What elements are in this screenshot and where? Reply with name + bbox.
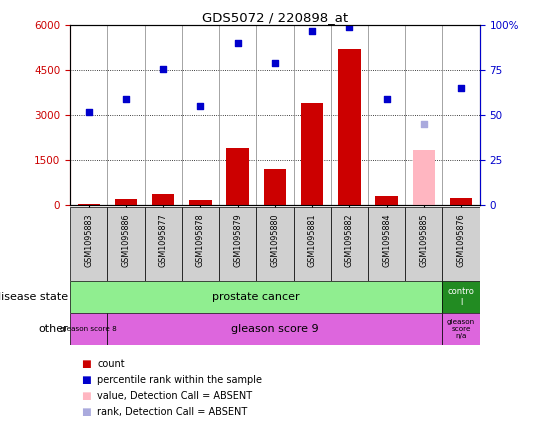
Point [122,96,130,102]
Bar [405,207,443,281]
Text: GSM1095879: GSM1095879 [233,213,242,267]
Text: ■: ■ [81,375,91,385]
Text: GSM1095882: GSM1095882 [345,213,354,267]
Text: GSM1095881: GSM1095881 [308,213,316,266]
Bar [264,169,286,205]
Text: rank, Detection Call = ABSENT: rank, Detection Call = ABSENT [97,407,247,418]
Bar [376,196,398,205]
Bar [331,207,368,281]
Bar [144,207,182,281]
Text: other: other [38,324,68,334]
Point [419,121,428,128]
Bar [182,207,219,281]
Point [457,85,465,92]
Bar [70,313,107,345]
Point [382,96,391,102]
Text: gleason score 8: gleason score 8 [60,326,117,332]
Bar [443,281,480,313]
Bar [301,103,323,205]
Text: ■: ■ [81,391,91,401]
Point [196,103,205,110]
Bar [368,207,405,281]
Bar [152,194,174,205]
Point [271,60,279,66]
Bar [219,207,256,281]
Text: GSM1095877: GSM1095877 [158,213,168,267]
Bar [338,49,361,205]
Text: value, Detection Call = ABSENT: value, Detection Call = ABSENT [97,391,252,401]
Bar [107,207,144,281]
Bar [115,198,137,205]
Bar [450,198,472,205]
Bar [294,207,331,281]
Bar [443,207,480,281]
Text: contro
l: contro l [448,288,474,307]
Bar [189,201,212,205]
Text: GSM1095880: GSM1095880 [271,213,279,266]
Text: gleason score 9: gleason score 9 [231,324,319,334]
Title: GDS5072 / 220898_at: GDS5072 / 220898_at [202,11,348,24]
Text: GSM1095883: GSM1095883 [84,213,93,266]
Bar [256,207,294,281]
Bar [413,150,435,205]
Text: ■: ■ [81,407,91,418]
Text: GSM1095876: GSM1095876 [457,213,466,267]
Text: GSM1095878: GSM1095878 [196,213,205,267]
Bar [107,313,443,345]
Bar [443,313,480,345]
Bar [70,207,107,281]
Bar [226,148,249,205]
Text: GSM1095885: GSM1095885 [419,213,429,267]
Text: GSM1095884: GSM1095884 [382,213,391,266]
Point [85,108,93,115]
Text: prostate cancer: prostate cancer [212,292,300,302]
Point [159,65,168,72]
Text: gleason
score
n/a: gleason score n/a [447,319,475,339]
Text: disease state: disease state [0,292,68,302]
Bar [78,203,100,205]
Point [345,24,354,30]
Text: ■: ■ [81,359,91,369]
Point [308,27,316,34]
Text: count: count [97,359,125,369]
Text: percentile rank within the sample: percentile rank within the sample [97,375,262,385]
Text: GSM1095886: GSM1095886 [121,213,130,266]
Point [233,40,242,47]
